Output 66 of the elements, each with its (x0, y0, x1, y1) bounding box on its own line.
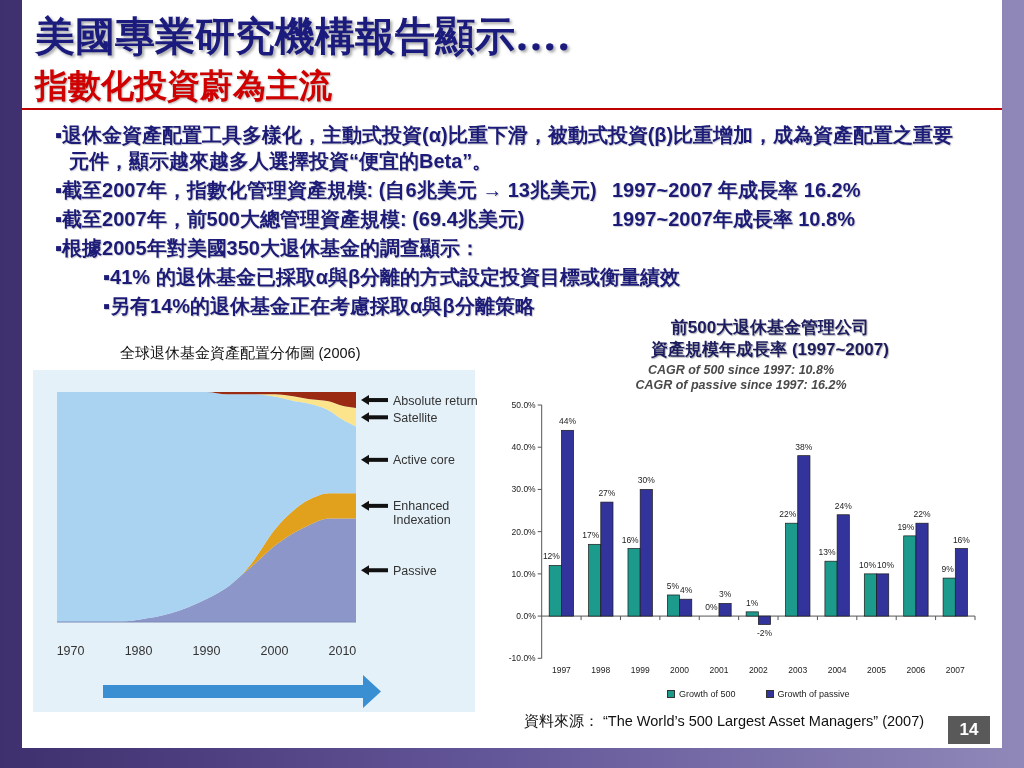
data-label: 4% (680, 585, 693, 596)
data-label: 38% (795, 441, 813, 452)
x-tick-label: 2007 (945, 665, 966, 675)
text: Absolute return (393, 393, 478, 408)
x-tick-label: 2001 (709, 665, 729, 675)
x-tick-label: 2000 (670, 665, 690, 675)
text: ▪退休金資產配置工具多樣化，主動式投資(α)比重下滑，被動式投資(β)比重增加，成為資產配置之重要元件，顯示越來越多人選擇投資“便宜的Beta”。 (55, 123, 955, 174)
x-tick-label: 1970 (56, 644, 85, 658)
data-label: 19% (897, 521, 915, 532)
x-tick-label: 2005 (867, 665, 887, 675)
x-tick-label: 1980 (124, 644, 153, 658)
legend-label: Growth of passive (777, 688, 850, 700)
data-label: 24% (834, 500, 853, 511)
data-label: 10% (859, 559, 877, 570)
text: ▪截至2007年，指數化管理資產規模: (自6兆美元 → 13兆美元) 1997~2007 年成長率 16.2% (55, 178, 862, 203)
x-tick-label: 1999 (630, 665, 650, 675)
source-note: 資料來源： “The World’s 500 Largest Asset Managers” (2007) (524, 712, 926, 731)
data-label: 10% (877, 559, 895, 570)
data-label: 27% (598, 488, 616, 499)
x-tick-label: 2002 (748, 665, 769, 675)
text: 美國專業研究機構報告顯示.... (35, 12, 571, 60)
x-tick-label: 2004 (827, 665, 847, 675)
data-label: 1% (746, 597, 759, 608)
data-label: -2% (756, 627, 773, 638)
data-label: 9% (941, 564, 955, 575)
data-label: 12% (542, 551, 561, 562)
chart-title: 前500大退休基金管理公司資產規模年成長率 (1997~2007) (650, 317, 890, 361)
x-tick-label: 1998 (591, 665, 611, 675)
chart-title: 全球退休基金資產配置分佈圖 (2006) (118, 344, 362, 363)
text: Enhanced Indexation (393, 499, 451, 528)
text: ▪根據2005年對美國350大退休基金的調查顯示： (55, 236, 481, 261)
data-label: 30% (637, 475, 656, 486)
bar (718, 603, 732, 617)
y-tick-label: 10.0% (511, 568, 537, 579)
text: Satellite (393, 410, 438, 425)
data-label: 5% (666, 580, 680, 591)
data-label: 16% (621, 534, 640, 545)
text: ▪另有14%的退休基金正在考慮採取α與β分離策略 (103, 294, 536, 319)
chart-subtitle: CAGR of 500 since 1997: 10.8% CAGR of passive since 1997: 16.2% (634, 363, 848, 393)
x-tick-label: 2010 (328, 644, 357, 658)
y-tick-label: 40.0% (511, 442, 537, 453)
x-tick-label: 1997 (551, 665, 572, 675)
data-label: 0% (705, 602, 718, 613)
text: 指數化投資蔚為主流 (35, 66, 332, 106)
data-label: 13% (818, 547, 837, 558)
y-tick-label: 50.0% (511, 400, 537, 410)
x-tick-label: 2000 (260, 644, 289, 658)
x-tick-label: 2006 (906, 665, 926, 675)
data-label: 22% (913, 509, 931, 520)
text: ▪截至2007年，前500大總管理資產規模: (69.4兆美元) 1997~2007年成長率 10.8% (55, 207, 856, 232)
y-tick-label: -10.0% (508, 653, 537, 664)
text: ▪41% 的退休基金已採取α與β分離的方式設定投資目標或衡量績效 (103, 265, 682, 290)
y-tick-label: 30.0% (511, 484, 537, 495)
legend-label: Growth of 500 (679, 688, 736, 700)
x-tick-label: 1990 (192, 644, 221, 658)
text: Passive (393, 563, 437, 578)
data-label: 16% (952, 534, 971, 545)
text: 14 (948, 716, 990, 744)
y-tick-label: 20.0% (511, 526, 537, 537)
x-tick-label: 2003 (788, 665, 808, 675)
data-label: 17% (582, 530, 600, 541)
data-label: 3% (718, 589, 732, 600)
y-tick-label: 0.0% (516, 611, 537, 622)
data-label: 22% (779, 509, 797, 520)
data-label: 44% (558, 416, 577, 427)
text: Active core (393, 453, 455, 468)
